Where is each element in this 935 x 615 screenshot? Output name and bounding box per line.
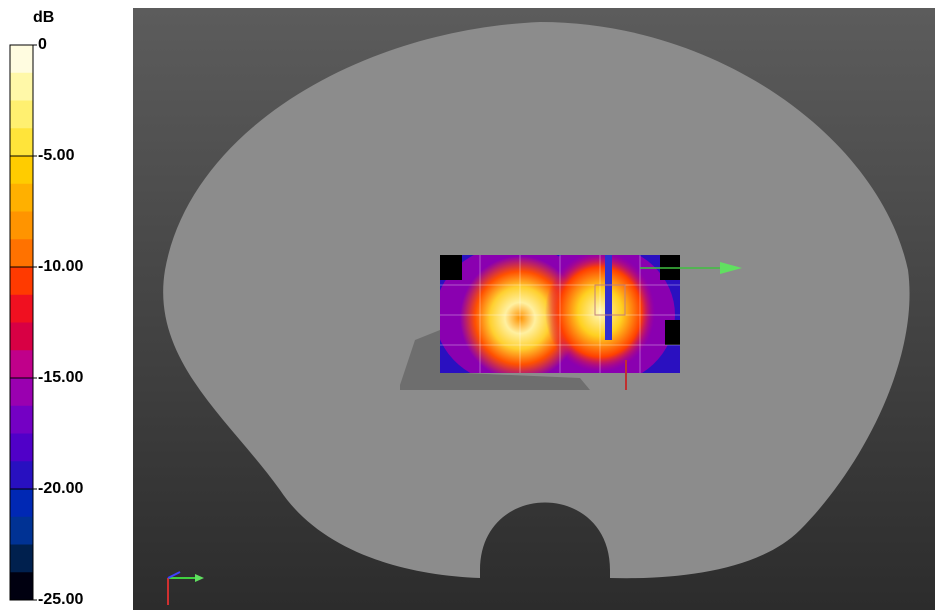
- legend-swatch: [10, 516, 33, 545]
- legend-swatch: [10, 45, 33, 74]
- legend-tick-label: -10.00: [38, 258, 83, 275]
- legend-swatch: [10, 294, 33, 323]
- axis-arrow: [720, 262, 742, 274]
- source-box: [594, 284, 626, 316]
- legend-swatch: [10, 461, 33, 490]
- legend-swatch: [10, 156, 33, 185]
- legend-swatch: [10, 239, 33, 268]
- color-legend: dB 0 -5.00 -10.00 -15.00 -20.00 -25.00: [9, 9, 83, 608]
- legend-swatch: [10, 489, 33, 518]
- legend-tick-label: -15.00: [38, 369, 83, 386]
- legend-swatch: [10, 572, 33, 601]
- legend-tick-label: -25.00: [38, 591, 83, 608]
- legend-swatch: [10, 128, 33, 157]
- shadow: [400, 330, 590, 390]
- orientation-triad: [167, 571, 204, 605]
- legend-tick-label: -20.00: [38, 480, 83, 497]
- legend-tick-label: -5.00: [38, 147, 75, 164]
- legend-swatch: [10, 544, 33, 573]
- legend-swatch: [10, 378, 33, 407]
- legend-swatch: [10, 433, 33, 462]
- legend-swatch: [10, 405, 33, 434]
- legend-swatch: [10, 322, 33, 351]
- legend-swatch: [10, 350, 33, 379]
- legend-swatch: [10, 267, 33, 296]
- heatmap: [440, 255, 680, 373]
- legend-swatch: [10, 72, 33, 101]
- probe: [605, 255, 612, 340]
- legend-tick-label: 0: [38, 36, 47, 53]
- legend-swatch: [10, 100, 33, 129]
- legend-unit: dB: [33, 9, 54, 26]
- legend-swatch: [10, 211, 33, 240]
- legend-swatch: [10, 183, 33, 212]
